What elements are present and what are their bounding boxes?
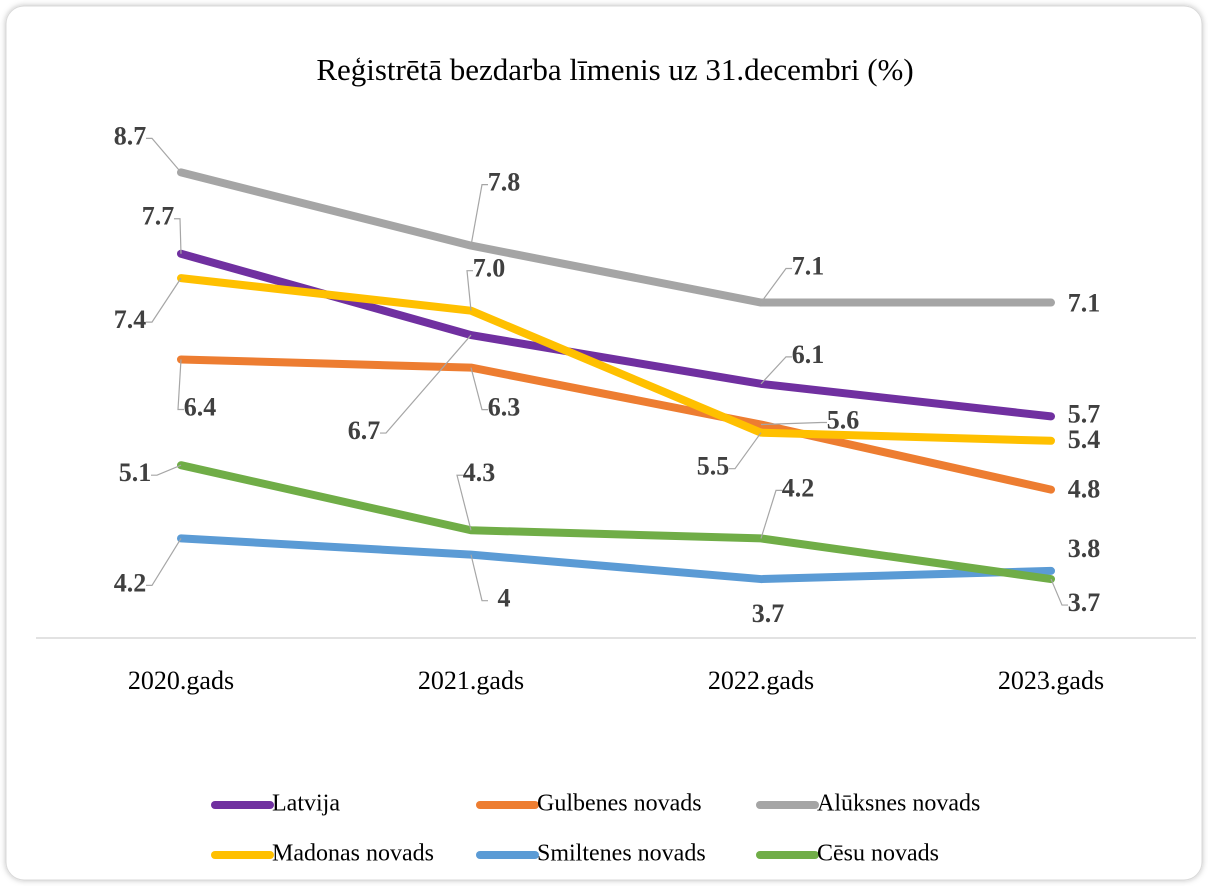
legend-label: Cēsu novads [817,841,939,867]
data-label: 4 [498,584,511,613]
x-tick-label: 2023.gads [998,666,1104,695]
legend-label: Madonas novads [272,841,434,867]
data-label: 5.5 [697,452,730,481]
x-tick-label: 2020.gads [128,666,234,695]
chart-frame [5,5,1203,881]
series-line [177,274,1055,445]
leader-line [760,421,827,426]
leader-line [729,432,762,470]
leader-line [760,489,782,539]
data-label: 7.1 [792,252,825,281]
leader-line [470,554,488,602]
data-label: 7.7 [142,202,175,231]
leader-line [146,137,182,173]
leader-line [456,474,472,531]
legend-label: Smiltenes novads [537,841,706,867]
leader-line [470,367,488,411]
x-tick-label: 2022.gads [708,666,814,695]
data-label: 7.8 [488,168,521,197]
data-label: 4.2 [782,473,815,502]
series-line [177,168,1055,307]
data-label: 4.8 [1068,475,1101,504]
x-tick-label: 2021.gads [418,666,524,695]
data-label: 3.8 [1068,534,1101,563]
leader-line [466,270,473,311]
data-label: 4.2 [114,568,147,597]
data-label: 3.7 [752,599,785,628]
legend-label: Gulbenes novads [537,791,702,817]
data-label: 5.1 [119,458,152,487]
data-label: 7.0 [473,254,506,283]
leader-line [470,184,488,246]
data-label: 6.3 [488,393,521,422]
leader-line [177,359,184,411]
leader-line [151,464,182,476]
legend-label: Alūksnes novads [817,791,980,817]
data-label: 6.7 [348,416,381,445]
series-line [177,461,1055,584]
data-label: 7.4 [114,305,147,334]
leader-line [380,334,472,434]
series-line [177,355,1055,494]
data-label: 4.3 [463,458,496,487]
data-label: 3.7 [1068,588,1101,617]
leader-line [1050,578,1068,606]
leader-line [174,218,182,254]
chart-title: Reģistrētā bezdarba līmenis uz 31.decemb… [316,52,913,87]
legend-label: Latvija [272,791,340,817]
leader-line [146,277,182,323]
data-label: 6.1 [792,340,825,369]
leader-line [760,267,792,303]
data-label: 5.7 [1068,399,1101,428]
data-label: 7.1 [1068,289,1101,318]
data-label: 8.7 [114,121,147,150]
data-label: 5.4 [1068,425,1101,454]
series-line [177,534,1055,584]
leader-line [146,538,182,587]
data-label: 6.4 [184,392,217,421]
leader-line [760,356,792,385]
data-label: 5.6 [827,406,860,435]
